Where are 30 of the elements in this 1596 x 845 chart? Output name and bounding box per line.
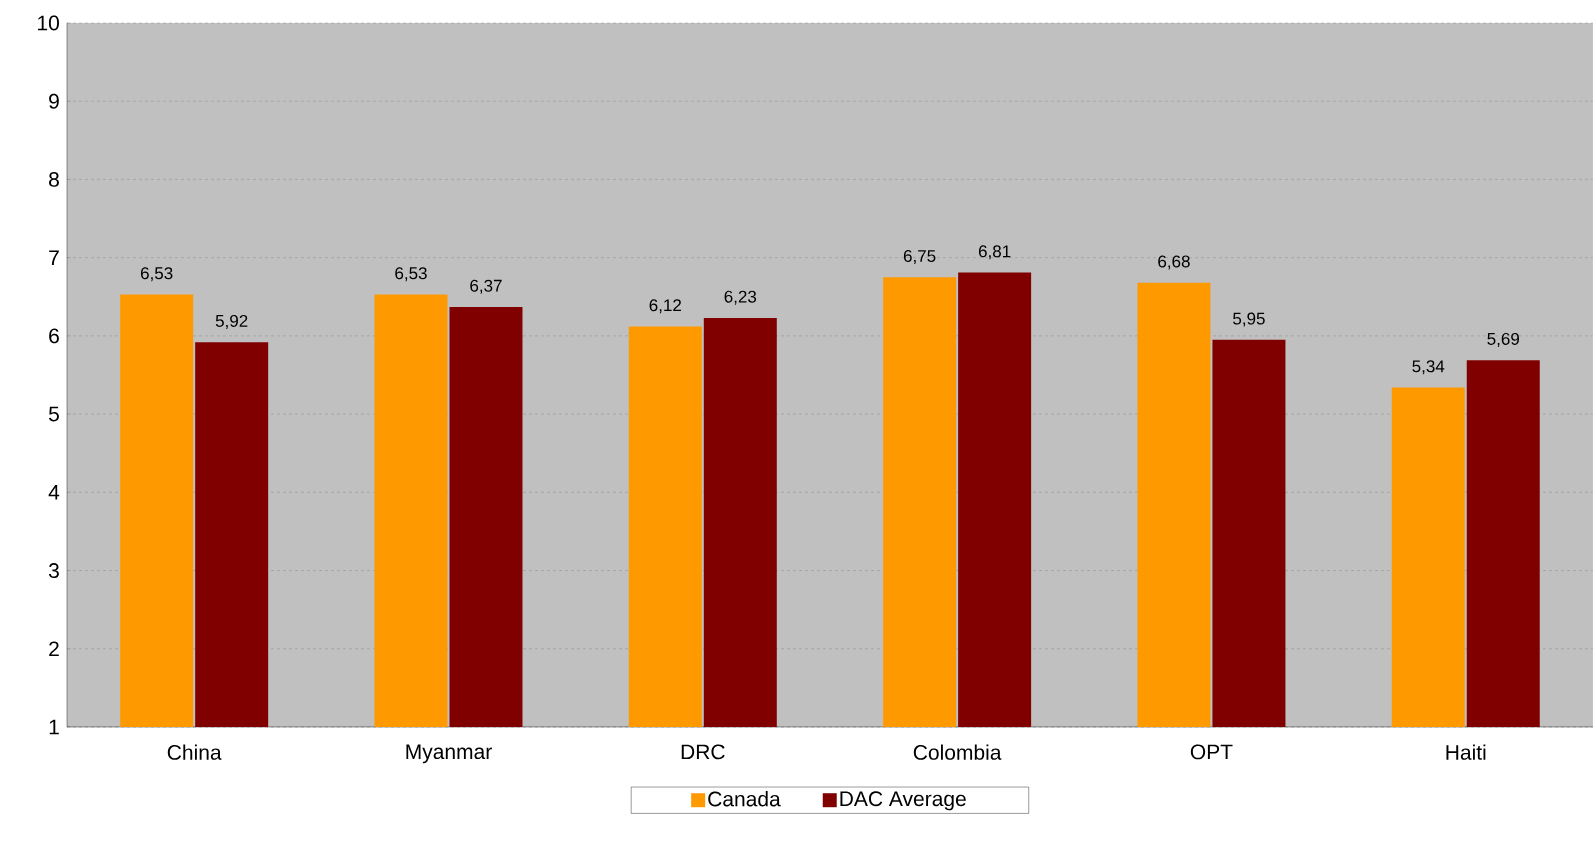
y-tick-label: 5	[48, 406, 59, 422]
data-label: 6,75	[903, 249, 936, 265]
y-tick-label: 4	[48, 485, 60, 500]
data-label: 6,53	[395, 267, 427, 282]
data-label: 6,37	[470, 279, 502, 294]
x-tick-label: Myanmar	[406, 744, 492, 764]
data-label: 6,68	[1158, 255, 1190, 270]
y-tick-label: 7	[49, 250, 59, 265]
y-tick-label: 6	[49, 328, 59, 344]
legend-label: DAC Average	[840, 791, 966, 811]
data-label: 5,92	[215, 314, 248, 329]
y-tick-label: 3	[48, 563, 59, 578]
data-label: 5,69	[1487, 332, 1519, 347]
data-label: 6,23	[724, 290, 757, 305]
y-tick-label: 2	[49, 641, 59, 657]
x-tick-label: Colombia	[913, 744, 1002, 760]
y-tick-label: 8	[49, 172, 59, 187]
x-tick-label: Haiti	[1446, 744, 1486, 760]
data-label: 6,53	[140, 267, 173, 282]
data-label: 5,34	[1412, 360, 1445, 375]
x-tick-label: OPT	[1190, 744, 1233, 760]
data-label: 6,12	[649, 299, 681, 314]
legend-label: Canada	[708, 791, 781, 807]
x-tick-label: DRC	[681, 744, 725, 760]
data-label: 5,95	[1233, 312, 1265, 327]
y-tick-label: 1	[49, 719, 59, 735]
y-tick-label: 9	[49, 93, 59, 109]
y-tick-label: 10	[38, 15, 59, 31]
x-tick-label: China	[167, 744, 222, 760]
data-label: 6,81	[978, 245, 1011, 260]
